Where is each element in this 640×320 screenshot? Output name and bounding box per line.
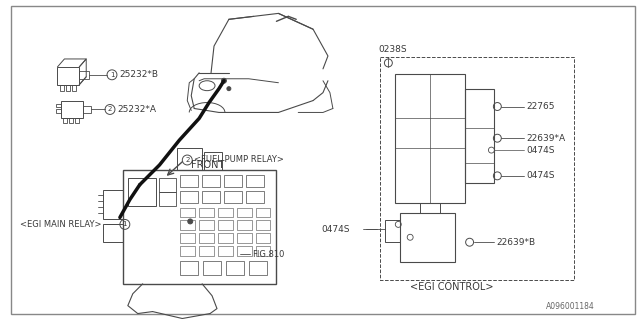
Bar (103, 190, 123, 220)
Bar (103, 224, 123, 242)
Bar (396, 74, 465, 203)
Bar (180, 220, 195, 230)
Bar (224, 191, 242, 203)
Text: 22639*B: 22639*B (497, 238, 536, 247)
Bar (199, 220, 214, 230)
Bar (400, 212, 455, 262)
Text: 1: 1 (109, 72, 114, 78)
Bar (180, 246, 195, 256)
Text: 1: 1 (123, 221, 127, 228)
Bar (218, 208, 233, 218)
Bar (204, 152, 222, 170)
Bar (180, 191, 198, 203)
Bar (203, 261, 221, 275)
Bar (159, 178, 177, 192)
Text: 0474S: 0474S (526, 171, 555, 180)
Bar (199, 233, 214, 243)
Bar (226, 261, 244, 275)
Bar (465, 89, 494, 183)
Text: A096001184: A096001184 (546, 302, 595, 311)
Bar (246, 191, 264, 203)
Bar (218, 233, 233, 243)
Text: FIG.810: FIG.810 (252, 250, 284, 259)
Bar (56, 109, 61, 113)
Text: 2: 2 (185, 157, 189, 163)
Text: 25232*A: 25232*A (117, 105, 156, 114)
Bar (202, 175, 220, 187)
Text: <EGI CONTROL>: <EGI CONTROL> (410, 282, 493, 292)
Bar (255, 220, 271, 230)
Bar (72, 85, 76, 91)
Bar (180, 233, 195, 243)
Bar (237, 220, 252, 230)
Bar (180, 208, 195, 218)
Bar (177, 148, 202, 170)
Bar (180, 175, 198, 187)
Bar (128, 178, 156, 205)
Bar (385, 220, 400, 242)
Bar (123, 170, 276, 284)
Bar (380, 57, 573, 280)
Text: 22639*A: 22639*A (526, 134, 565, 143)
Bar (255, 208, 271, 218)
Bar (58, 67, 79, 85)
Bar (237, 246, 252, 256)
Bar (237, 233, 252, 243)
Bar (249, 261, 266, 275)
Text: <FUEL PUMP RELAY>: <FUEL PUMP RELAY> (194, 156, 284, 164)
Bar (69, 118, 74, 123)
Text: 0474S: 0474S (526, 146, 555, 155)
Bar (63, 118, 67, 123)
Text: 0474S: 0474S (321, 225, 349, 234)
Text: 0238S: 0238S (378, 44, 407, 53)
Bar (202, 191, 220, 203)
Bar (218, 246, 233, 256)
Bar (56, 104, 61, 108)
Bar (218, 220, 233, 230)
Circle shape (221, 78, 227, 83)
Bar (60, 85, 65, 91)
Bar (159, 192, 177, 205)
Circle shape (188, 219, 193, 224)
Text: 2: 2 (108, 107, 112, 112)
Text: 22765: 22765 (526, 102, 555, 111)
Bar (255, 246, 271, 256)
Text: FRONT: FRONT (191, 160, 225, 170)
Bar (76, 118, 79, 123)
Bar (79, 71, 89, 79)
Bar (237, 208, 252, 218)
Text: <EGI MAIN RELAY>: <EGI MAIN RELAY> (20, 220, 101, 229)
Bar (67, 85, 70, 91)
Bar (199, 246, 214, 256)
Circle shape (227, 87, 231, 91)
Bar (224, 175, 242, 187)
Bar (61, 100, 83, 118)
Bar (83, 106, 91, 113)
Text: 25232*B: 25232*B (119, 70, 158, 79)
Bar (180, 261, 198, 275)
Bar (246, 175, 264, 187)
Bar (199, 208, 214, 218)
Bar (255, 233, 271, 243)
